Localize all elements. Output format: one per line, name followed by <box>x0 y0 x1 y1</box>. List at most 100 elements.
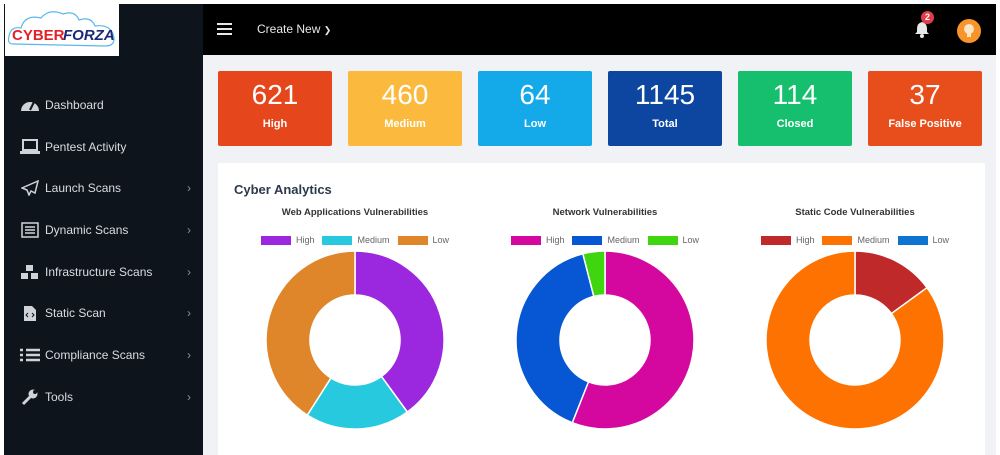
legend-swatch <box>397 235 428 245</box>
donut-chart: Web Applications Vulnerabilities High Medi… <box>230 207 480 455</box>
sidebar-item-launch-scans[interactable]: Launch Scans › <box>4 167 203 209</box>
stat-value: 1145 <box>634 79 696 110</box>
legend-item[interactable]: Low <box>897 235 950 245</box>
stat-card-low[interactable]: 64 Low <box>478 71 592 146</box>
menu-icon[interactable] <box>217 23 232 35</box>
stat-card-total[interactable]: 1145 Total <box>608 71 722 146</box>
stat-label: Total <box>652 118 678 130</box>
create-new-dropdown[interactable]: Create New ❯ <box>257 22 331 36</box>
sidebar-item-compliance-scans[interactable]: Compliance Scans › <box>4 334 203 376</box>
chevron-right-icon: › <box>187 222 191 237</box>
sidebar-item-label: Static Scan <box>45 306 106 321</box>
logo[interactable]: CYBER FORZA <box>5 4 119 56</box>
legend-swatch <box>572 235 603 245</box>
avatar[interactable] <box>957 19 981 43</box>
lightbulb-icon <box>964 24 974 37</box>
slice-medium[interactable] <box>765 250 945 430</box>
stat-label: Low <box>524 118 546 130</box>
panel-title: Cyber Analytics <box>234 182 332 197</box>
stat-label: High <box>262 118 288 130</box>
legend-swatch <box>897 235 928 245</box>
legend-label: Medium <box>607 235 640 245</box>
paper-plane-icon <box>20 179 40 197</box>
sidebar-item-label: Launch Scans <box>45 181 122 196</box>
legend-item[interactable]: Low <box>397 235 450 245</box>
legend-item[interactable]: High <box>760 235 814 245</box>
create-new-label: Create New <box>257 22 321 36</box>
chevron-right-icon: › <box>187 181 191 196</box>
stat-value: 37 <box>909 79 941 110</box>
slice-medium[interactable] <box>515 252 595 424</box>
stat-value: 64 <box>519 79 551 110</box>
sidebar-item-pentest-activity[interactable]: Pentest Activity <box>4 126 203 168</box>
chart-legend: High Medium Low <box>480 235 730 245</box>
sidebar: CYBER FORZA Dashboard Pentest Activity Lau… <box>4 4 203 455</box>
stat-card-closed[interactable]: 114 Closed <box>738 71 852 146</box>
sidebar-item-label: Dashboard <box>45 97 104 112</box>
legend-label: Low <box>682 235 700 245</box>
stat-card-false-positive[interactable]: 37 False Positive <box>868 71 982 146</box>
legend-swatch <box>510 235 541 245</box>
legend-label: Low <box>932 235 950 245</box>
stat-label: Medium <box>384 118 426 130</box>
legend-item[interactable]: Medium <box>822 235 890 245</box>
sidebar-item-label: Compliance Scans <box>45 347 146 362</box>
legend-label: Low <box>432 235 450 245</box>
sidebar-item-dashboard[interactable]: Dashboard <box>4 84 203 126</box>
notification-badge: 2 <box>921 11 934 24</box>
stat-card-medium[interactable]: 460 Medium <box>348 71 462 146</box>
legend-swatch <box>822 235 853 245</box>
cyber-analytics-panel: Cyber Analytics Web Applications Vulnera… <box>218 163 985 455</box>
legend-label: Medium <box>357 235 390 245</box>
chevron-right-icon: › <box>187 389 191 404</box>
chevron-right-icon: › <box>187 306 191 321</box>
legend-item[interactable]: Low <box>647 235 700 245</box>
wrench-icon <box>20 388 40 406</box>
sidebar-item-label: Dynamic Scans <box>45 222 129 237</box>
legend-swatch <box>647 235 678 245</box>
stat-value: 460 <box>381 79 429 110</box>
sidebar-item-dynamic-scans[interactable]: Dynamic Scans › <box>4 209 203 251</box>
chevron-right-icon: › <box>187 264 191 279</box>
legend-item[interactable]: Medium <box>322 235 390 245</box>
slice-low[interactable] <box>581 250 606 298</box>
sidebar-item-tools[interactable]: Tools › <box>4 376 203 418</box>
legend-label: High <box>545 235 565 245</box>
legend-item[interactable]: High <box>510 235 565 245</box>
legend-swatch <box>322 235 353 245</box>
chart-title: Web Applications Vulnerabilities <box>281 207 429 218</box>
sidebar-item-infrastructure-scans[interactable]: Infrastructure Scans › <box>4 251 203 293</box>
summary-cards: 621 High 460 Medium 64 Low 1145 Total 114 Closed 3… <box>218 71 982 146</box>
legend-item[interactable]: High <box>260 235 315 245</box>
sidebar-nav: Dashboard Pentest Activity Launch Scans › Dy… <box>4 84 203 418</box>
chart-legend: High Medium Low <box>230 235 480 245</box>
top-bar: Create New ❯ 2 <box>203 4 996 55</box>
stat-label: Closed <box>776 118 814 130</box>
legend-swatch <box>260 235 291 245</box>
slice-high[interactable] <box>354 250 445 414</box>
file-code-icon <box>20 304 40 322</box>
svg-text:CYBER: CYBER <box>12 27 65 44</box>
stat-value: 621 <box>251 79 299 110</box>
slice-high[interactable] <box>571 250 695 430</box>
cubes-icon <box>20 263 40 281</box>
bell-icon[interactable] <box>915 21 929 38</box>
sidebar-item-label: Pentest Activity <box>45 139 127 154</box>
sidebar-item-label: Infrastructure Scans <box>45 264 153 279</box>
chart-legend: High Medium Low <box>730 235 980 245</box>
sidebar-item-label: Tools <box>45 389 74 404</box>
chevron-right-icon: › <box>187 347 191 362</box>
sidebar-item-static-scan[interactable]: Static Scan › <box>4 292 203 334</box>
legend-label: High <box>295 235 315 245</box>
stat-label: False Positive <box>888 118 962 130</box>
chevron-down-icon: ❯ <box>323 25 332 35</box>
tachometer-icon <box>20 96 40 114</box>
laptop-icon <box>20 138 40 156</box>
slice-low[interactable] <box>265 250 356 417</box>
list-icon <box>20 346 40 364</box>
legend-item[interactable]: Medium <box>572 235 640 245</box>
legend-swatch <box>760 235 791 245</box>
chart-title: Static Code Vulnerabilities <box>795 207 915 218</box>
stat-card-high[interactable]: 621 High <box>218 71 332 146</box>
donut-chart: Static Code Vulnerabilities High Medium Low <box>730 207 980 455</box>
